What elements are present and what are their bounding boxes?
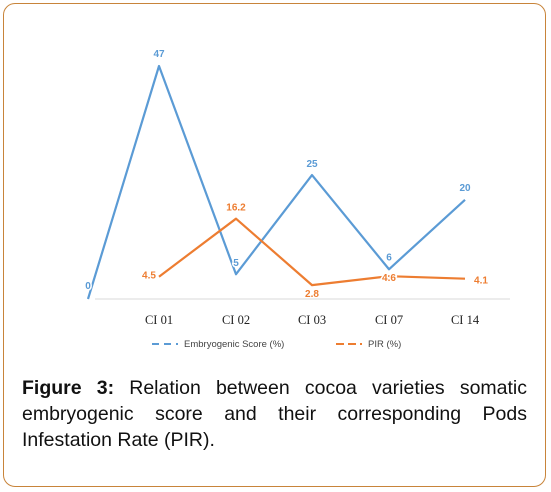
figure-caption-text: Relation between cocoa varieties somatic… [22,377,528,451]
figure-caption: Figure 3: Relation between cocoa varieti… [22,375,527,453]
data-label: 0 [85,281,91,292]
series-line-embryogenic-score [86,64,466,300]
series-line-pir [158,217,466,287]
legend-label: PIR (%) [368,339,401,350]
data-label: 47 [153,49,165,60]
data-label: 4.5 [142,271,156,282]
line-chart: 0 47 5 25 6 20 4.5 16.2 2.8 4.6 4.1 CI 01 CI 02 CI 0… [84,48,510,350]
data-label: 16.2 [226,203,246,214]
figure-frame [3,3,546,487]
x-tick-label: CI 14 [451,313,480,327]
x-tick-label: CI 07 [375,313,403,327]
x-tick-label: CI 01 [145,313,173,327]
figure-label: Figure 3: [22,377,115,399]
data-label: 20 [459,183,471,194]
legend-label: Embryogenic Score (%) [184,339,284,350]
x-tick-label: CI 02 [222,313,250,327]
x-tick-label: CI 03 [298,313,326,327]
data-label: 4.1 [474,276,488,287]
data-label: 25 [306,159,318,170]
data-label: 4.6 [382,273,396,284]
data-label: 6 [386,252,392,263]
data-label: 5 [233,258,239,269]
data-label: 2.8 [305,289,319,300]
